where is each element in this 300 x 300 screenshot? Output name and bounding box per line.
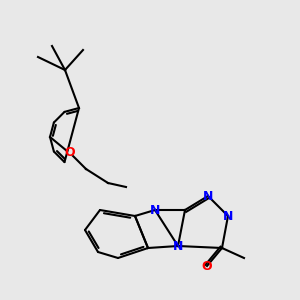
Text: N: N bbox=[223, 209, 233, 223]
Text: N: N bbox=[173, 239, 183, 253]
Text: O: O bbox=[202, 260, 212, 272]
Text: N: N bbox=[203, 190, 213, 202]
Text: N: N bbox=[150, 203, 160, 217]
Text: O: O bbox=[65, 146, 75, 160]
